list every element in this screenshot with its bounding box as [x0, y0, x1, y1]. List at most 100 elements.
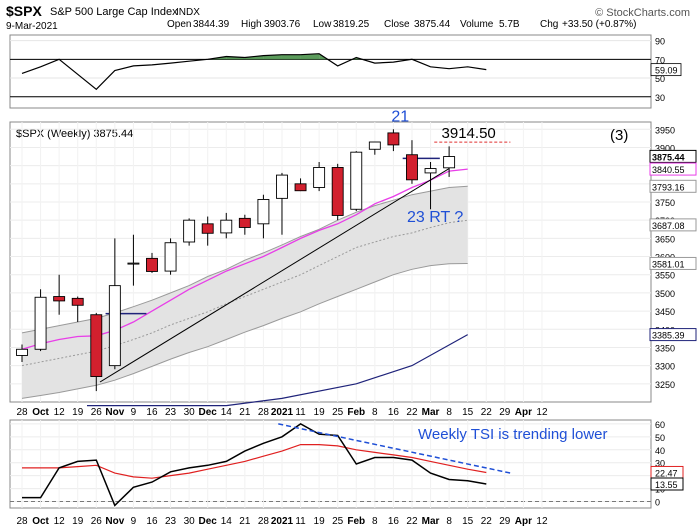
wave-23-rt-label: 23 RT ?	[407, 209, 463, 226]
top-tick-label: 30	[655, 93, 665, 103]
candle-down	[406, 154, 418, 181]
long-moving-average	[87, 334, 468, 407]
volume-value: 5.7B	[499, 19, 520, 30]
candle-up	[443, 156, 456, 169]
tsi-tick-label: 60	[655, 420, 665, 430]
tsi-tick-label: 50	[655, 433, 665, 443]
tsi-tags: 22.47 13.55	[650, 465, 684, 491]
price-panel: $SPX (Weekly) 3875.44 395039003850380037…	[9, 108, 697, 407]
tsi-x-tick-label: 29	[499, 516, 511, 527]
price-x-tick-label: 16	[388, 407, 400, 418]
candle-up	[220, 219, 233, 234]
tsi-x-tick-label: 28	[16, 516, 28, 527]
open-value: 3844.39	[193, 19, 230, 30]
tsi-x-tick-label: 14	[221, 516, 233, 527]
tsi-x-tick-label: Oct	[32, 516, 49, 527]
price-tick-label: 3500	[655, 289, 675, 299]
candle-down	[90, 314, 103, 377]
price-x-tick-label: Apr	[515, 407, 532, 418]
low-value: 3819.25	[333, 19, 370, 30]
top-panel-ticks: 90 70 50 30 59.09	[650, 37, 682, 103]
price-tag-label: 3793.16	[652, 182, 685, 192]
exchange: INDX	[176, 7, 200, 18]
chg-value: +33.50 (+0.87%)	[562, 19, 637, 30]
candle-up	[108, 285, 121, 367]
price-tick-label: 3900	[655, 143, 675, 153]
chart-header: $SPX S&P 500 Large Cap Index INDX © Stoc…	[6, 3, 690, 32]
top-tick-label: 50	[655, 74, 665, 84]
price-tick-label: 3750	[655, 198, 675, 208]
candle-up	[313, 167, 326, 188]
candle-up	[257, 199, 270, 225]
low-label: Low	[313, 19, 332, 30]
tsi-tag-label: 13.55	[655, 480, 678, 490]
wave-21-label: 21	[391, 108, 409, 125]
candle-up	[34, 296, 47, 350]
price-annotations: 21 3914.50 (3) 23 RT ?	[391, 108, 628, 226]
volume-label: Volume	[460, 19, 494, 30]
price-tick-label: 3250	[655, 380, 675, 390]
price-x-tick-label: Nov	[105, 407, 124, 418]
tsi-x-tick-label: 26	[91, 516, 103, 527]
top-indicator-line	[21, 53, 487, 91]
symbol: $SPX	[6, 3, 42, 19]
price-x-tick-label: Mar	[422, 407, 440, 418]
top-latest-tag	[650, 63, 682, 77]
tsi-x-tick-label: 8	[446, 516, 452, 527]
price-x-tick-label: Dec	[199, 407, 218, 418]
candle-down	[294, 183, 307, 192]
tsi-x-tick-label: 12	[54, 516, 66, 527]
price-x-tick-label: 30	[184, 407, 196, 418]
price-tick-label: 3550	[655, 271, 675, 281]
price-x-tick-label: 14	[221, 407, 233, 418]
tsi-x-tick-label: 19	[72, 516, 84, 527]
price-x-tick-label: 16	[146, 407, 158, 418]
tsi-tick-label: 30	[655, 459, 665, 469]
target-label: 3914.50	[442, 125, 496, 142]
tsi-x-tick-label: Dec	[199, 516, 218, 527]
price-x-tick-label: 8	[446, 407, 452, 418]
tsi-x-tick-label: 8	[372, 516, 378, 527]
tsi-x-tick-label: 16	[388, 516, 400, 527]
price-tag-label: 3687.08	[652, 221, 685, 231]
price-x-tick-label: 22	[481, 407, 493, 418]
price-x-tick-label: 11	[295, 407, 306, 418]
high-value: 3903.76	[264, 19, 301, 30]
tsi-x-tick-label: 28	[258, 516, 270, 527]
price-x-tick-label: 26	[91, 407, 103, 418]
open-label: Open	[167, 19, 191, 30]
price-tick-label: 3650	[655, 234, 675, 244]
tsi-plot	[22, 423, 511, 507]
top-panel-frame	[9, 34, 652, 109]
top-overbought-fill	[300, 53, 320, 60]
tsi-x-axis: 28 Oct 12 19 26 Nov 9 16 23 30 Dec 14 21 28 2021 11 19 25…	[16, 516, 548, 527]
tsi-x-tick-label: 16	[146, 516, 158, 527]
tsi-x-tick-label: Feb	[347, 516, 365, 527]
candle-up	[368, 141, 381, 150]
price-x-tick-label: 8	[372, 407, 378, 418]
price-tag-box	[649, 149, 697, 163]
top-indicator-panel: 90 70 50 30 59.09	[9, 34, 682, 109]
price-x-tick-label: 29	[499, 407, 511, 418]
candle-up	[127, 262, 140, 265]
tsi-line	[22, 423, 487, 507]
brand-link[interactable]: © StockCharts.com	[595, 7, 690, 19]
tsi-x-tick-label: 9	[131, 516, 137, 527]
tsi-x-tick-label: 25	[332, 516, 344, 527]
tsi-x-tick-label: 30	[184, 516, 196, 527]
high-label: High	[241, 19, 262, 30]
chg-label: Chg	[540, 19, 558, 30]
tsi-ticks: 6050403020100	[655, 420, 665, 508]
uptrend-line	[99, 168, 450, 383]
price-x-tick-label: 15	[462, 407, 474, 418]
price-tick-label: 3950	[655, 125, 675, 135]
price-tag-label: 3840.55	[652, 165, 685, 175]
price-tick-label: 3300	[655, 362, 675, 372]
tsi-x-tick-label: 11	[295, 516, 306, 527]
tsi-x-tick-label: 21	[239, 516, 251, 527]
candle-down	[201, 223, 214, 234]
price-tag-box	[649, 179, 697, 193]
tsi-x-tick-label: 23	[165, 516, 177, 527]
